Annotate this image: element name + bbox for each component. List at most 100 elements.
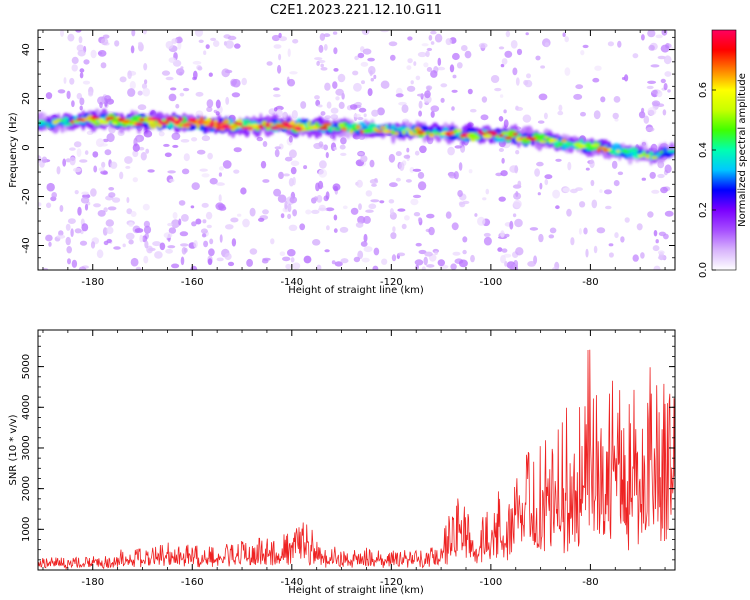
spectrogram-ridge-blob (200, 120, 211, 125)
spectrogram-noise-blob (356, 179, 363, 188)
spectrogram-noise-blob (365, 209, 374, 213)
spectrogram-noise-blob (273, 44, 282, 49)
spectrogram-noise-blob (490, 75, 500, 83)
spectrogram-noise-blob (216, 182, 225, 186)
spectrogram-noise-blob (514, 165, 519, 174)
spectrogram-noise-blob (401, 223, 407, 230)
spectrogram-noise-blob (108, 192, 116, 198)
spectrogram-noise-blob (38, 202, 42, 207)
spectrogram-ridge-blob (482, 134, 493, 139)
spectrogram-noise-blob (458, 162, 463, 171)
spectrogram-noise-blob (90, 241, 96, 249)
spectrogram-noise-blob (579, 201, 586, 208)
spectrogram-noise-blob (381, 258, 388, 265)
spectrogram-noise-blob (60, 30, 64, 37)
spectrogram-noise-blob (430, 30, 437, 35)
spectrogram-noise-blob (74, 190, 79, 195)
spectrogram-noise-blob (440, 97, 445, 103)
spectrogram-noise-blob (332, 31, 338, 35)
spectrogram-noise-blob (231, 238, 237, 247)
spectrogram-noise-blob (529, 227, 539, 231)
spectrogram-noise-blob (142, 87, 150, 97)
spectrogram-noise-blob (419, 145, 427, 154)
spectrogram-ridge-blob (473, 135, 481, 140)
colorbar-tick-label: 0.6 (698, 82, 709, 98)
spectrogram-noise-blob (81, 223, 89, 232)
spectrogram-noise-blob (599, 189, 603, 194)
spectrogram-y-label: Frequency (Hz) (8, 112, 19, 188)
x-tick-label: -120 (380, 277, 403, 288)
spectrogram-noise-blob (137, 136, 141, 143)
spectrogram-noise-blob (371, 183, 377, 187)
spectrogram-noise-blob (144, 240, 149, 249)
spectrogram-noise-blob (512, 67, 518, 76)
spectrogram-noise-blob (354, 55, 359, 61)
spectrogram-noise-blob (583, 227, 588, 235)
spectrogram-noise-blob (468, 169, 473, 174)
spectrogram-noise-blob (389, 208, 394, 216)
spectrogram-noise-blob (566, 208, 572, 217)
spectrogram-noise-blob (41, 156, 48, 164)
spectrogram-noise-blob (119, 171, 124, 180)
spectrogram-noise-blob (412, 194, 422, 199)
spectrogram-noise-blob (539, 182, 543, 190)
spectrogram-noise-blob (227, 35, 237, 41)
spectrogram-noise-blob (552, 266, 559, 270)
spectrogram-noise-blob (434, 33, 443, 43)
spectrogram-noise-blob (106, 133, 115, 143)
spectrogram-noise-blob (163, 232, 173, 239)
x-tick-label: -180 (81, 577, 104, 588)
spectrogram-noise-blob (168, 93, 177, 102)
spectrogram-noise-blob (142, 30, 147, 35)
spectrogram-noise-blob (164, 152, 172, 158)
spectrogram-noise-blob (207, 152, 213, 160)
spectrogram-noise-blob (365, 190, 373, 197)
spectrogram-noise-blob (76, 148, 82, 158)
spectrogram-noise-blob (650, 64, 660, 68)
spectrogram-noise-blob (405, 179, 412, 183)
spectrogram-noise-blob (418, 110, 422, 117)
spectrogram-noise-blob (165, 248, 174, 254)
spectrogram-noise-blob (339, 226, 349, 233)
spectrogram-noise-blob (57, 89, 66, 94)
spectrogram-noise-blob (641, 177, 646, 181)
spectrogram-noise-blob (399, 162, 405, 171)
spectrogram-noise-blob (152, 241, 162, 247)
spectrogram-noise-blob (77, 49, 86, 57)
spectrogram-noise-blob (467, 88, 473, 95)
spectrogram-noise-blob (209, 177, 218, 185)
spectrogram-ridge-blob (414, 126, 421, 131)
spectrogram-noise-blob (413, 212, 421, 217)
spectrogram-noise-blob (137, 41, 143, 46)
spectrogram-noise-blob (218, 194, 222, 202)
spectrogram-noise-blob (340, 137, 347, 145)
spectrogram-noise-blob (287, 249, 296, 257)
x-tick-label: -100 (480, 577, 503, 588)
spectrogram-noise-blob (655, 239, 659, 244)
spectrogram-noise-blob (585, 248, 589, 258)
spectrogram-noise-blob (77, 206, 82, 216)
spectrogram-noise-blob (80, 196, 90, 204)
spectrogram-noise-blob (201, 233, 207, 238)
spectrogram-noise-blob (130, 257, 139, 267)
spectrogram-ridge-blob (228, 125, 238, 129)
spectrogram-noise-blob (425, 50, 430, 58)
spectrogram-noise-blob (413, 61, 417, 66)
spectrogram-noise-blob (459, 201, 466, 208)
spectrogram-noise-blob (274, 107, 278, 112)
spectrogram-noise-blob (181, 214, 189, 222)
spectrogram-noise-blob (242, 218, 250, 228)
spectrogram-noise-blob (289, 196, 298, 204)
spectrogram-noise-blob (555, 205, 560, 210)
spectrogram-ridge-blob (629, 147, 639, 153)
spectrogram-ridge-layer (38, 108, 675, 166)
spectrogram-noise-blob (114, 40, 120, 47)
spectrogram-panel: -180 -160 -140 -120 -100 -80 -40 -20 0 20 40 Heig… (8, 29, 676, 296)
spectrogram-noise-blob (325, 207, 335, 212)
spectrogram-noise-blob (241, 77, 247, 86)
spectrogram-noise-blob (425, 85, 433, 91)
spectrogram-noise-blob (535, 55, 541, 61)
spectrogram-noise-blob (287, 203, 292, 213)
spectrogram-noise-blob (270, 238, 275, 245)
spectrogram-noise-blob (206, 99, 214, 108)
